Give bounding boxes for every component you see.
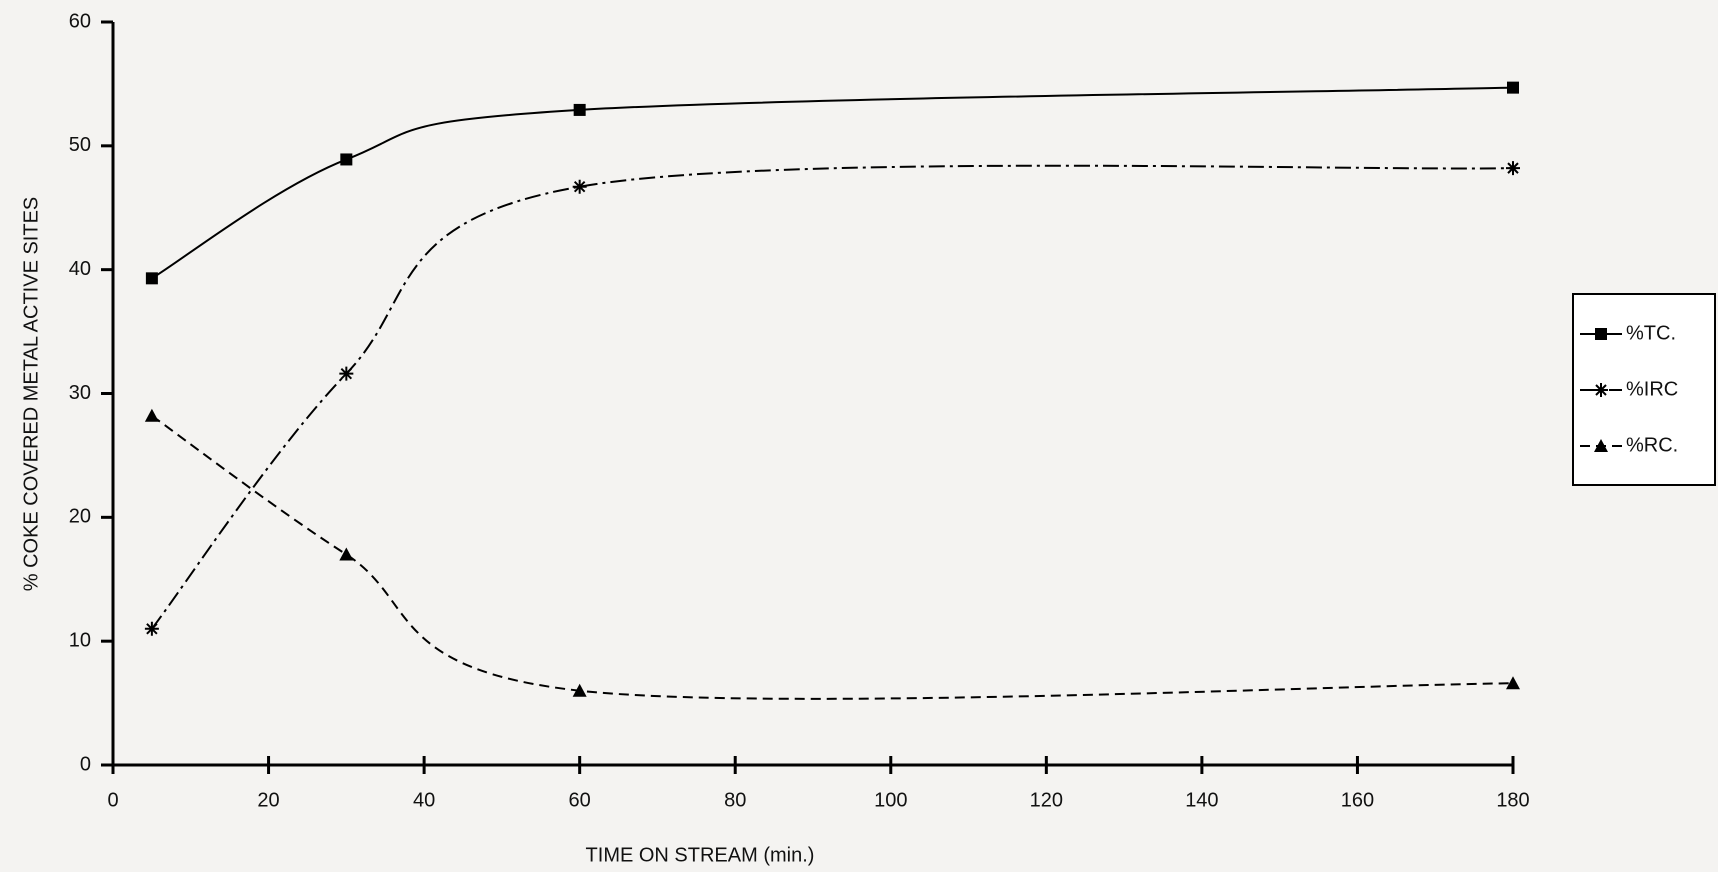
marker: [1506, 676, 1520, 690]
x-tick-label: 60: [569, 789, 591, 811]
marker: [144, 408, 159, 422]
x-tick-label: 40: [413, 789, 435, 811]
y-tick-label: 0: [80, 753, 91, 775]
legend-label: %IRC: [1626, 378, 1678, 400]
x-tick-label: 20: [257, 789, 279, 811]
marker: [1507, 81, 1519, 94]
marker: [1595, 328, 1607, 340]
legend-label: %RC.: [1626, 434, 1678, 456]
marker: [1594, 383, 1608, 397]
series-line: [151, 414, 1514, 700]
marker: [572, 683, 587, 697]
y-tick-label: 30: [69, 382, 91, 404]
x-tick-label: 140: [1185, 789, 1218, 811]
y-tick-label: 40: [69, 258, 91, 280]
x-tick-label: 180: [1496, 789, 1529, 811]
x-tick-label: 160: [1341, 789, 1374, 811]
x-tick-label: 120: [1030, 789, 1063, 811]
marker: [1506, 161, 1520, 176]
y-tick-label: 10: [69, 629, 91, 651]
legend-label: %TC.: [1626, 322, 1676, 344]
y-tick-label: 60: [69, 10, 91, 32]
marker: [1594, 439, 1608, 452]
y-tick-label: 50: [69, 134, 91, 156]
x-tick-label: 100: [874, 789, 907, 811]
x-tick-label: 80: [724, 789, 746, 811]
series-line: [151, 86, 1514, 280]
marker: [572, 179, 587, 194]
y-tick-label: 20: [69, 506, 91, 528]
marker: [144, 621, 159, 636]
marker: [339, 366, 354, 381]
x-tick-label: 0: [107, 789, 118, 811]
x-axis-label: TIME ON STREAM (min.): [586, 844, 815, 866]
y-axis-label: % COKE COVERED METAL ACTIVE SITES: [20, 197, 42, 592]
marker: [573, 103, 586, 116]
marker: [145, 272, 158, 285]
marker: [339, 547, 354, 561]
series-line: [151, 164, 1514, 630]
marker: [340, 153, 353, 166]
